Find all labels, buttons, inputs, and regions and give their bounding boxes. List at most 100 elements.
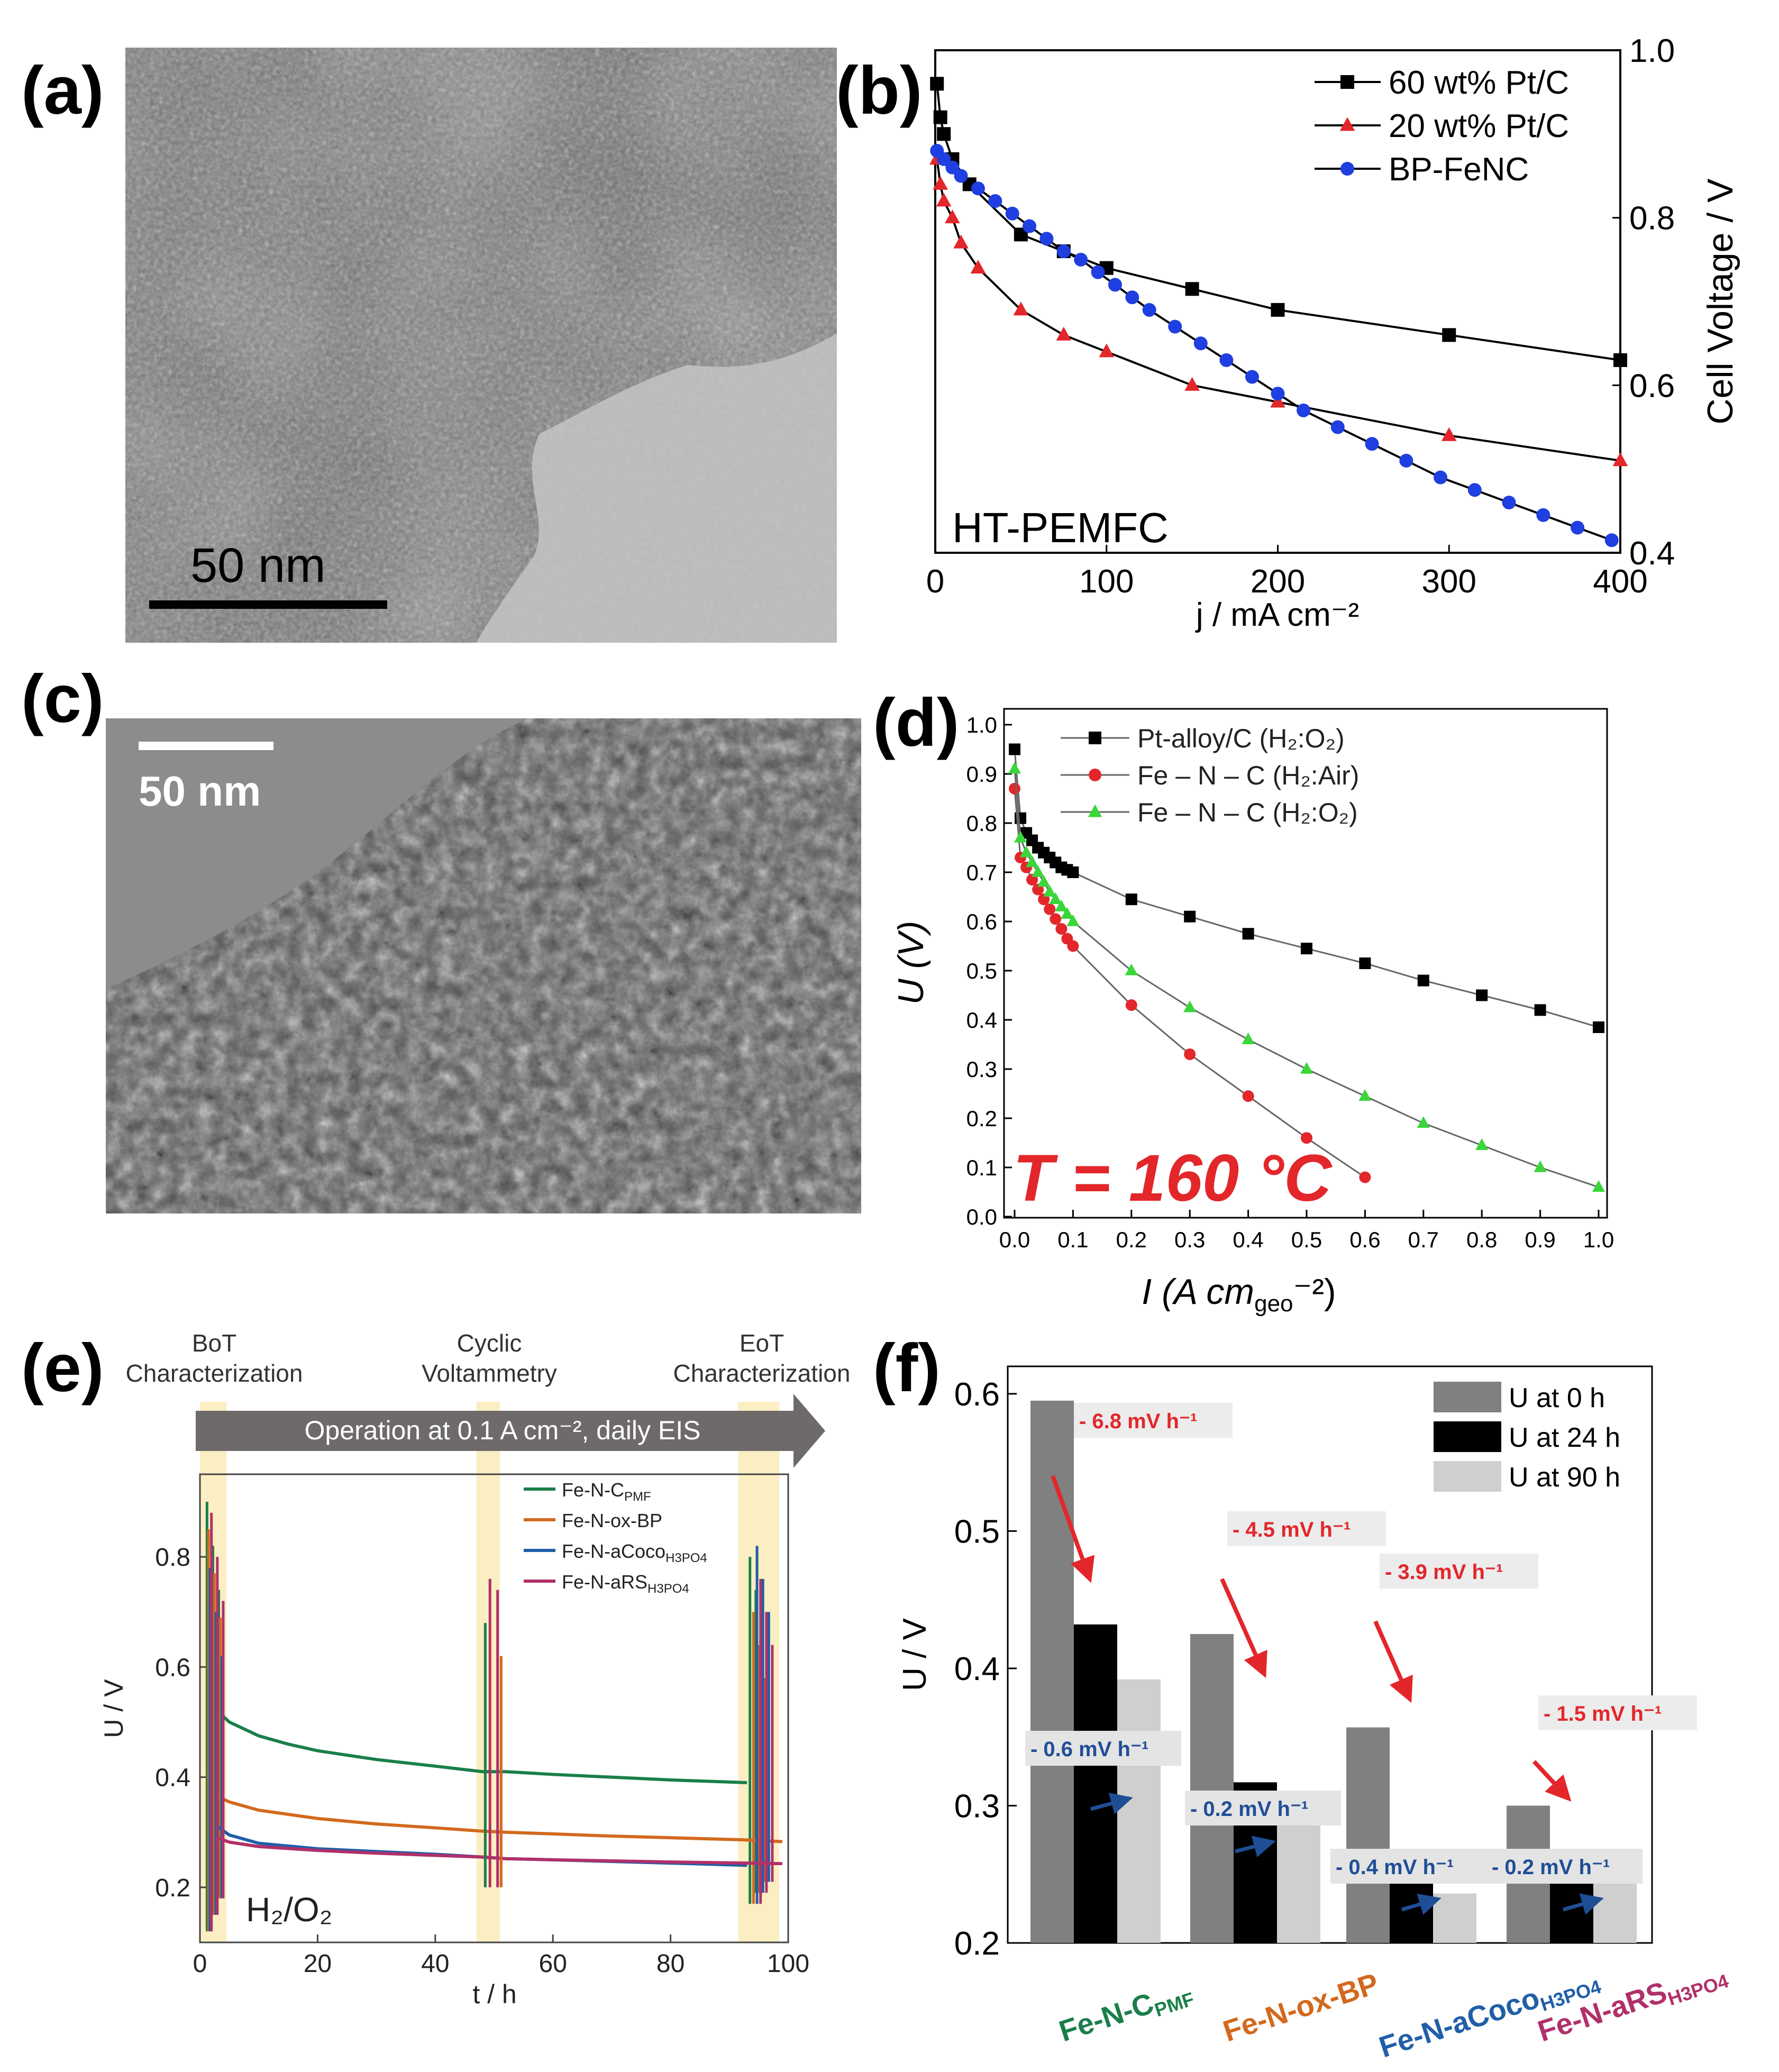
x-tick-label-e: 100 (767, 1950, 809, 1978)
rate-label-red: - 6.8 mV h⁻¹ (1079, 1410, 1197, 1433)
data-point-d-1 (1067, 940, 1079, 952)
data-point-b-2 (1434, 470, 1448, 485)
data-point-b-2 (1142, 303, 1156, 317)
data-point-b-2 (937, 152, 951, 166)
data-point-d-2 (1032, 865, 1045, 877)
x-tick-label-d: 0.8 (1466, 1227, 1497, 1252)
x-tick-label-d: 0.2 (1116, 1227, 1147, 1252)
data-point-d-0 (1417, 974, 1429, 987)
data-point-d-0 (1009, 743, 1020, 755)
data-point-d-1 (1009, 782, 1020, 795)
panel-d: (d) 0.0 0.1 0.2 0.3 0.4 0.5 0.6 0.7 0.8 0.9 1.0 0.0… (873, 685, 1614, 1317)
y-tick-label-d: 0.4 (966, 1008, 997, 1033)
data-point-d-2 (1183, 1000, 1197, 1012)
data-point-d-2 (1358, 1089, 1372, 1101)
data-point-b-2 (1502, 496, 1516, 509)
series-line-d-0 (1014, 749, 1599, 1028)
legend-marker-d (1089, 732, 1101, 744)
x-tick-label-e: 80 (656, 1950, 685, 1978)
panel-label-a: (a) (21, 53, 104, 129)
data-point-d-1 (1050, 913, 1062, 925)
data-point-b-2 (1399, 453, 1413, 468)
data-point-d-1 (1125, 999, 1137, 1011)
legend-label-e-sub: PMF (624, 1490, 651, 1504)
data-point-b-2 (1005, 206, 1019, 221)
stage-band-1 (476, 1402, 500, 1942)
stage-label-bot: BoT (192, 1329, 236, 1357)
x-tick-label-d: 0.3 (1174, 1227, 1205, 1252)
y-tick-label-d: 0.8 (966, 811, 997, 836)
rate-label-bg-red (1538, 1695, 1697, 1730)
data-point-b-2 (1074, 252, 1088, 267)
series-line-b-2 (936, 150, 1612, 542)
stage-label-eot: EoT (740, 1329, 784, 1357)
rate-arrow-blue (1401, 1893, 1442, 1915)
y-tick-label-d: 0.7 (966, 860, 997, 885)
legend-label-d: Pt-alloy/C (H₂:O₂) (1137, 724, 1345, 753)
data-point-d-2 (1026, 855, 1039, 868)
panel-label-d: (d) (873, 685, 959, 761)
category-label-f-main: Fe-N-C (1055, 1986, 1157, 2048)
series-line-e-0 (216, 1710, 747, 1785)
y-tick-label-e: 0.6 (155, 1654, 190, 1682)
legend-swatch-f (1434, 1382, 1501, 1412)
legend-label-f: U at 24 h (1509, 1422, 1620, 1453)
legend-marker-d (1089, 769, 1101, 781)
y-tick-label-b: 0.6 (1629, 368, 1675, 404)
data-point-b-1 (1056, 326, 1072, 341)
legend-label-e-main: Fe-N-aCoco (562, 1540, 665, 1562)
data-point-b-2 (1193, 336, 1208, 351)
rate-arrow-red (1220, 1578, 1267, 1678)
series-line-e-3 (217, 1836, 782, 1866)
y-tick-label-e: 0.2 (155, 1874, 190, 1902)
x-tick-label-d: 0.9 (1525, 1227, 1555, 1252)
panel-label-e: (e) (21, 1330, 104, 1406)
data-point-d-2 (1125, 963, 1138, 975)
stage-label-cv-2: Voltammetry (422, 1359, 557, 1387)
x-tick-label-e: 40 (421, 1950, 449, 1978)
legend-label-b: 60 wt% Pt/C (1389, 65, 1569, 101)
data-point-b-1 (1612, 452, 1628, 467)
x-axis-label-e: t / h (472, 1979, 516, 2009)
legend-marker-b (1339, 117, 1355, 131)
stage-label-eot-2: Characterization (673, 1359, 851, 1387)
data-point-b-2 (1023, 219, 1037, 233)
x-tick-label-d: 0.0 (999, 1227, 1030, 1252)
data-point-b-2 (971, 181, 985, 196)
rate-arrow-red (1373, 1620, 1413, 1703)
y-tick-label-d: 0.0 (966, 1204, 997, 1229)
legend-label-e: Fe-N-CPMF (562, 1479, 651, 1504)
data-point-b-2 (1245, 370, 1259, 384)
panel-label-f: (f) (873, 1330, 941, 1406)
series-line-d-1 (1014, 788, 1366, 1178)
data-point-b-2 (1604, 533, 1619, 547)
temperature-annotation-d: T = 160 °C (1013, 1142, 1333, 1215)
rate-label-bg-blue (1025, 1731, 1181, 1766)
bar-f-1-0 (1074, 1624, 1117, 1943)
legend-label-f: U at 0 h (1509, 1383, 1605, 1413)
data-point-d-2 (1061, 907, 1074, 919)
y-tick-label-d: 0.6 (966, 909, 997, 934)
panel-label-c: (c) (21, 661, 104, 737)
y-tick-label-f: 0.5 (954, 1513, 1000, 1550)
data-point-b-1 (953, 234, 969, 249)
legend-label-b: BP-FeNC (1389, 151, 1529, 188)
stage-label-cv: Cyclic (457, 1329, 522, 1357)
data-point-b-0 (937, 127, 951, 141)
data-point-b-2 (1039, 232, 1054, 246)
data-point-d-0 (1242, 928, 1254, 940)
tem-image-a (125, 48, 837, 643)
data-point-b-1 (1441, 427, 1457, 441)
x-tick-label-d: 0.4 (1233, 1227, 1263, 1252)
legend-marker-b (1340, 162, 1354, 176)
data-point-b-0 (930, 77, 944, 91)
panel-e: (e) BoT Characterization Cyclic Voltamme… (21, 1329, 850, 2009)
category-label-f-sub: PMF (1152, 1988, 1197, 2021)
y-tick-label-b: 1.0 (1629, 33, 1675, 69)
x-tick-label-b: 200 (1251, 563, 1305, 600)
rate-arrow-red (1051, 1475, 1095, 1583)
y-tick-label-f: 0.4 (954, 1651, 1000, 1687)
data-point-b-2 (1108, 278, 1122, 292)
data-point-b-2 (1056, 244, 1071, 258)
y-tick-label-f: 0.6 (954, 1376, 1000, 1413)
